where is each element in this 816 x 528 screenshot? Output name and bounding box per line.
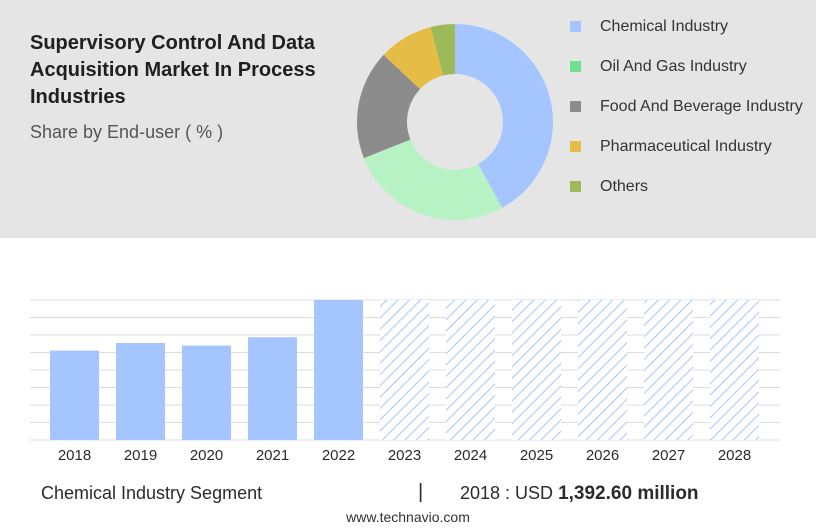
x-tick-label: 2018 — [58, 447, 91, 464]
x-tick-label: 2021 — [256, 447, 289, 464]
x-tick-label: 2020 — [190, 447, 223, 464]
chart-title: Supervisory Control And Data Acquisition… — [30, 32, 316, 108]
bar-2021 — [248, 337, 297, 440]
legend-label: Others — [600, 178, 649, 195]
footer-separator: | — [418, 481, 424, 503]
forecast-bar-2026 — [578, 300, 627, 440]
bar-2019 — [116, 343, 165, 440]
footer-year-label: 2018 : USD — [460, 483, 554, 503]
chart-subtitle: Share by End-user ( % ) — [30, 122, 224, 142]
donut-slice-food-and-beverage-industry — [357, 54, 421, 159]
legend-label: Oil And Gas Industry — [600, 58, 747, 75]
forecast-bar-2024 — [446, 300, 495, 440]
forecast-bar-2025 — [512, 300, 561, 440]
donut-chart — [357, 24, 553, 220]
forecast-bar-2027 — [644, 300, 693, 440]
bar-2020 — [182, 345, 231, 440]
donut-slice-oil-and-gas-industry — [363, 139, 503, 220]
donut-slice-others — [430, 24, 455, 76]
legend-label: Food And Beverage Industry — [600, 98, 803, 115]
bar-chart: 2018 2019 2020 2021 2022 2023 2024 2025 2026 2027… — [30, 299, 780, 464]
footer-value: 2018 : USD 1,392.60 million — [460, 483, 699, 505]
x-tick-label: 2022 — [322, 447, 355, 464]
bar-2018 — [50, 350, 99, 440]
legend-label: Chemical Industry — [600, 18, 729, 35]
source-url: www.technavio.com — [346, 509, 470, 525]
forecast-bar-2023 — [380, 300, 429, 440]
legend-swatch — [570, 181, 581, 192]
legend-swatch — [570, 61, 581, 72]
footer-value-amount: 1,392.60 million — [558, 483, 699, 504]
bar-2022 — [314, 300, 363, 440]
legend-swatch — [570, 101, 581, 112]
x-tick-label: 2019 — [124, 447, 157, 464]
donut-slice-pharmaceutical-industry — [383, 27, 444, 90]
x-tick-label: 2024 — [454, 447, 487, 464]
donut-slice-chemical-industry — [455, 24, 553, 208]
forecast-bar-2028 — [710, 300, 759, 440]
x-tick-label: 2028 — [718, 447, 751, 464]
legend-swatch — [570, 21, 581, 32]
x-tick-label: 2026 — [586, 447, 619, 464]
x-tick-label: 2023 — [388, 447, 421, 464]
footer-segment-label: Chemical Industry Segment — [41, 483, 263, 503]
x-tick-label: 2027 — [652, 447, 685, 464]
x-tick-label: 2025 — [520, 447, 553, 464]
legend-label: Pharmaceutical Industry — [600, 138, 772, 155]
legend-swatch — [570, 141, 581, 152]
